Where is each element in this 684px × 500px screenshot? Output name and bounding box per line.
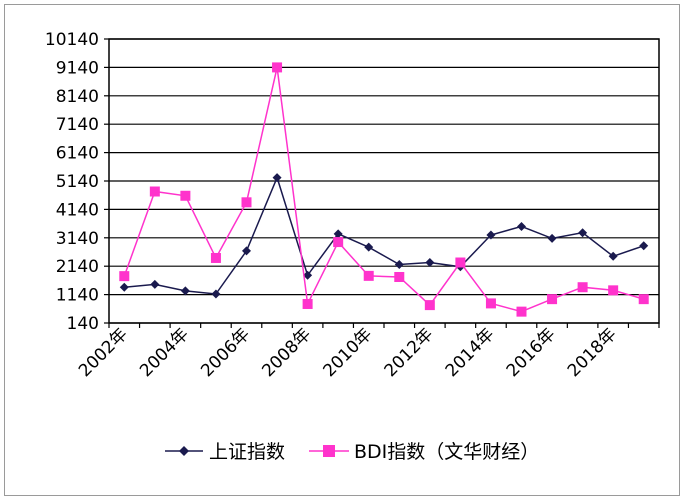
- data-point-square: [180, 190, 191, 201]
- y-tick-label: 5140: [56, 172, 99, 192]
- legend-item-shanghai: 上证指数: [165, 441, 285, 463]
- y-tick-label: 4140: [56, 200, 99, 220]
- data-point-square: [638, 294, 649, 305]
- data-point-square: [608, 285, 619, 296]
- data-point-square: [149, 186, 160, 197]
- data-point-square: [516, 306, 527, 317]
- x-tick-label: 2012年: [381, 324, 438, 381]
- x-tick-label: 2016年: [503, 324, 560, 381]
- data-point-square: [547, 294, 558, 305]
- legend-label-shanghai: 上证指数: [209, 441, 285, 463]
- series-bdi: [119, 62, 649, 317]
- y-tick-label: 7140: [56, 115, 99, 135]
- data-point-square: [302, 298, 313, 309]
- series-shanghai: [119, 173, 649, 299]
- x-tick-label: 2018年: [564, 324, 621, 381]
- data-point-diamond: [119, 282, 129, 292]
- x-tick-label: 2014年: [442, 324, 499, 381]
- data-point-square: [241, 197, 252, 208]
- plot-area-border: [108, 38, 660, 324]
- y-tick-label: 10140: [45, 30, 99, 50]
- data-point-square: [424, 300, 435, 311]
- data-point-square: [455, 257, 466, 268]
- legend-item-bdi: BDI指数（文华财经）: [309, 441, 539, 463]
- data-point-diamond: [150, 279, 160, 289]
- data-point-diamond: [333, 229, 343, 239]
- series-line: [124, 175, 644, 295]
- y-tick-label: 6140: [56, 144, 99, 164]
- data-point-diamond: [425, 258, 435, 268]
- y-tick-label: 2140: [56, 257, 99, 277]
- legend-marker-diamond: [179, 446, 189, 456]
- y-tick-label: 140: [67, 314, 99, 334]
- data-point-diamond: [242, 246, 251, 256]
- data-point-square: [119, 271, 130, 282]
- data-point-diamond: [272, 173, 282, 183]
- chart-frame: 140 1140 2140 3140 4140 5140 6140 7140 8140 9140 1…: [4, 4, 680, 496]
- y-axis-tick-labels: 140 1140 2140 3140 4140 5140 6140 7140 8140 9140 1…: [45, 30, 99, 334]
- legend-label-bdi: BDI指数（文华财经）: [354, 441, 539, 463]
- data-point-diamond: [608, 251, 618, 261]
- x-axis-tick-labels: 2002年 2004年 2006年 2008年 2010年 2012年 2014年 2016年…: [75, 324, 621, 381]
- series-lines: [119, 62, 649, 317]
- x-tick-label: 2010年: [320, 324, 377, 381]
- x-tick-label: 2006年: [197, 324, 254, 381]
- data-point-diamond: [211, 289, 221, 299]
- data-point-diamond: [364, 242, 374, 252]
- data-point-diamond: [639, 241, 649, 251]
- data-point-diamond: [517, 221, 526, 231]
- gridlines: [104, 38, 660, 328]
- x-tick-label: 2008年: [258, 324, 315, 381]
- data-point-diamond: [180, 286, 190, 296]
- line-chart: 140 1140 2140 3140 4140 5140 6140 7140 8140 9140 1…: [45, 30, 660, 463]
- data-point-diamond: [303, 270, 313, 280]
- data-point-diamond: [394, 259, 404, 269]
- legend-marker-square: [323, 445, 335, 457]
- data-point-square: [363, 270, 374, 281]
- data-point-square: [577, 282, 588, 293]
- data-point-square: [485, 298, 496, 309]
- data-point-square: [333, 237, 344, 248]
- series-line: [123, 67, 644, 313]
- data-point-diamond: [578, 228, 588, 238]
- y-tick-label: 9140: [56, 58, 99, 78]
- data-point-square: [210, 252, 221, 263]
- y-tick-label: 8140: [56, 87, 99, 107]
- legend: 上证指数 BDI指数（文华财经）: [165, 441, 539, 463]
- data-point-square: [272, 62, 283, 73]
- data-point-square: [394, 271, 405, 282]
- x-tick-label: 2004年: [136, 324, 193, 381]
- data-point-diamond: [547, 233, 557, 243]
- y-tick-label: 3140: [56, 229, 99, 249]
- y-tick-label: 1140: [56, 286, 99, 306]
- data-point-diamond: [486, 230, 496, 240]
